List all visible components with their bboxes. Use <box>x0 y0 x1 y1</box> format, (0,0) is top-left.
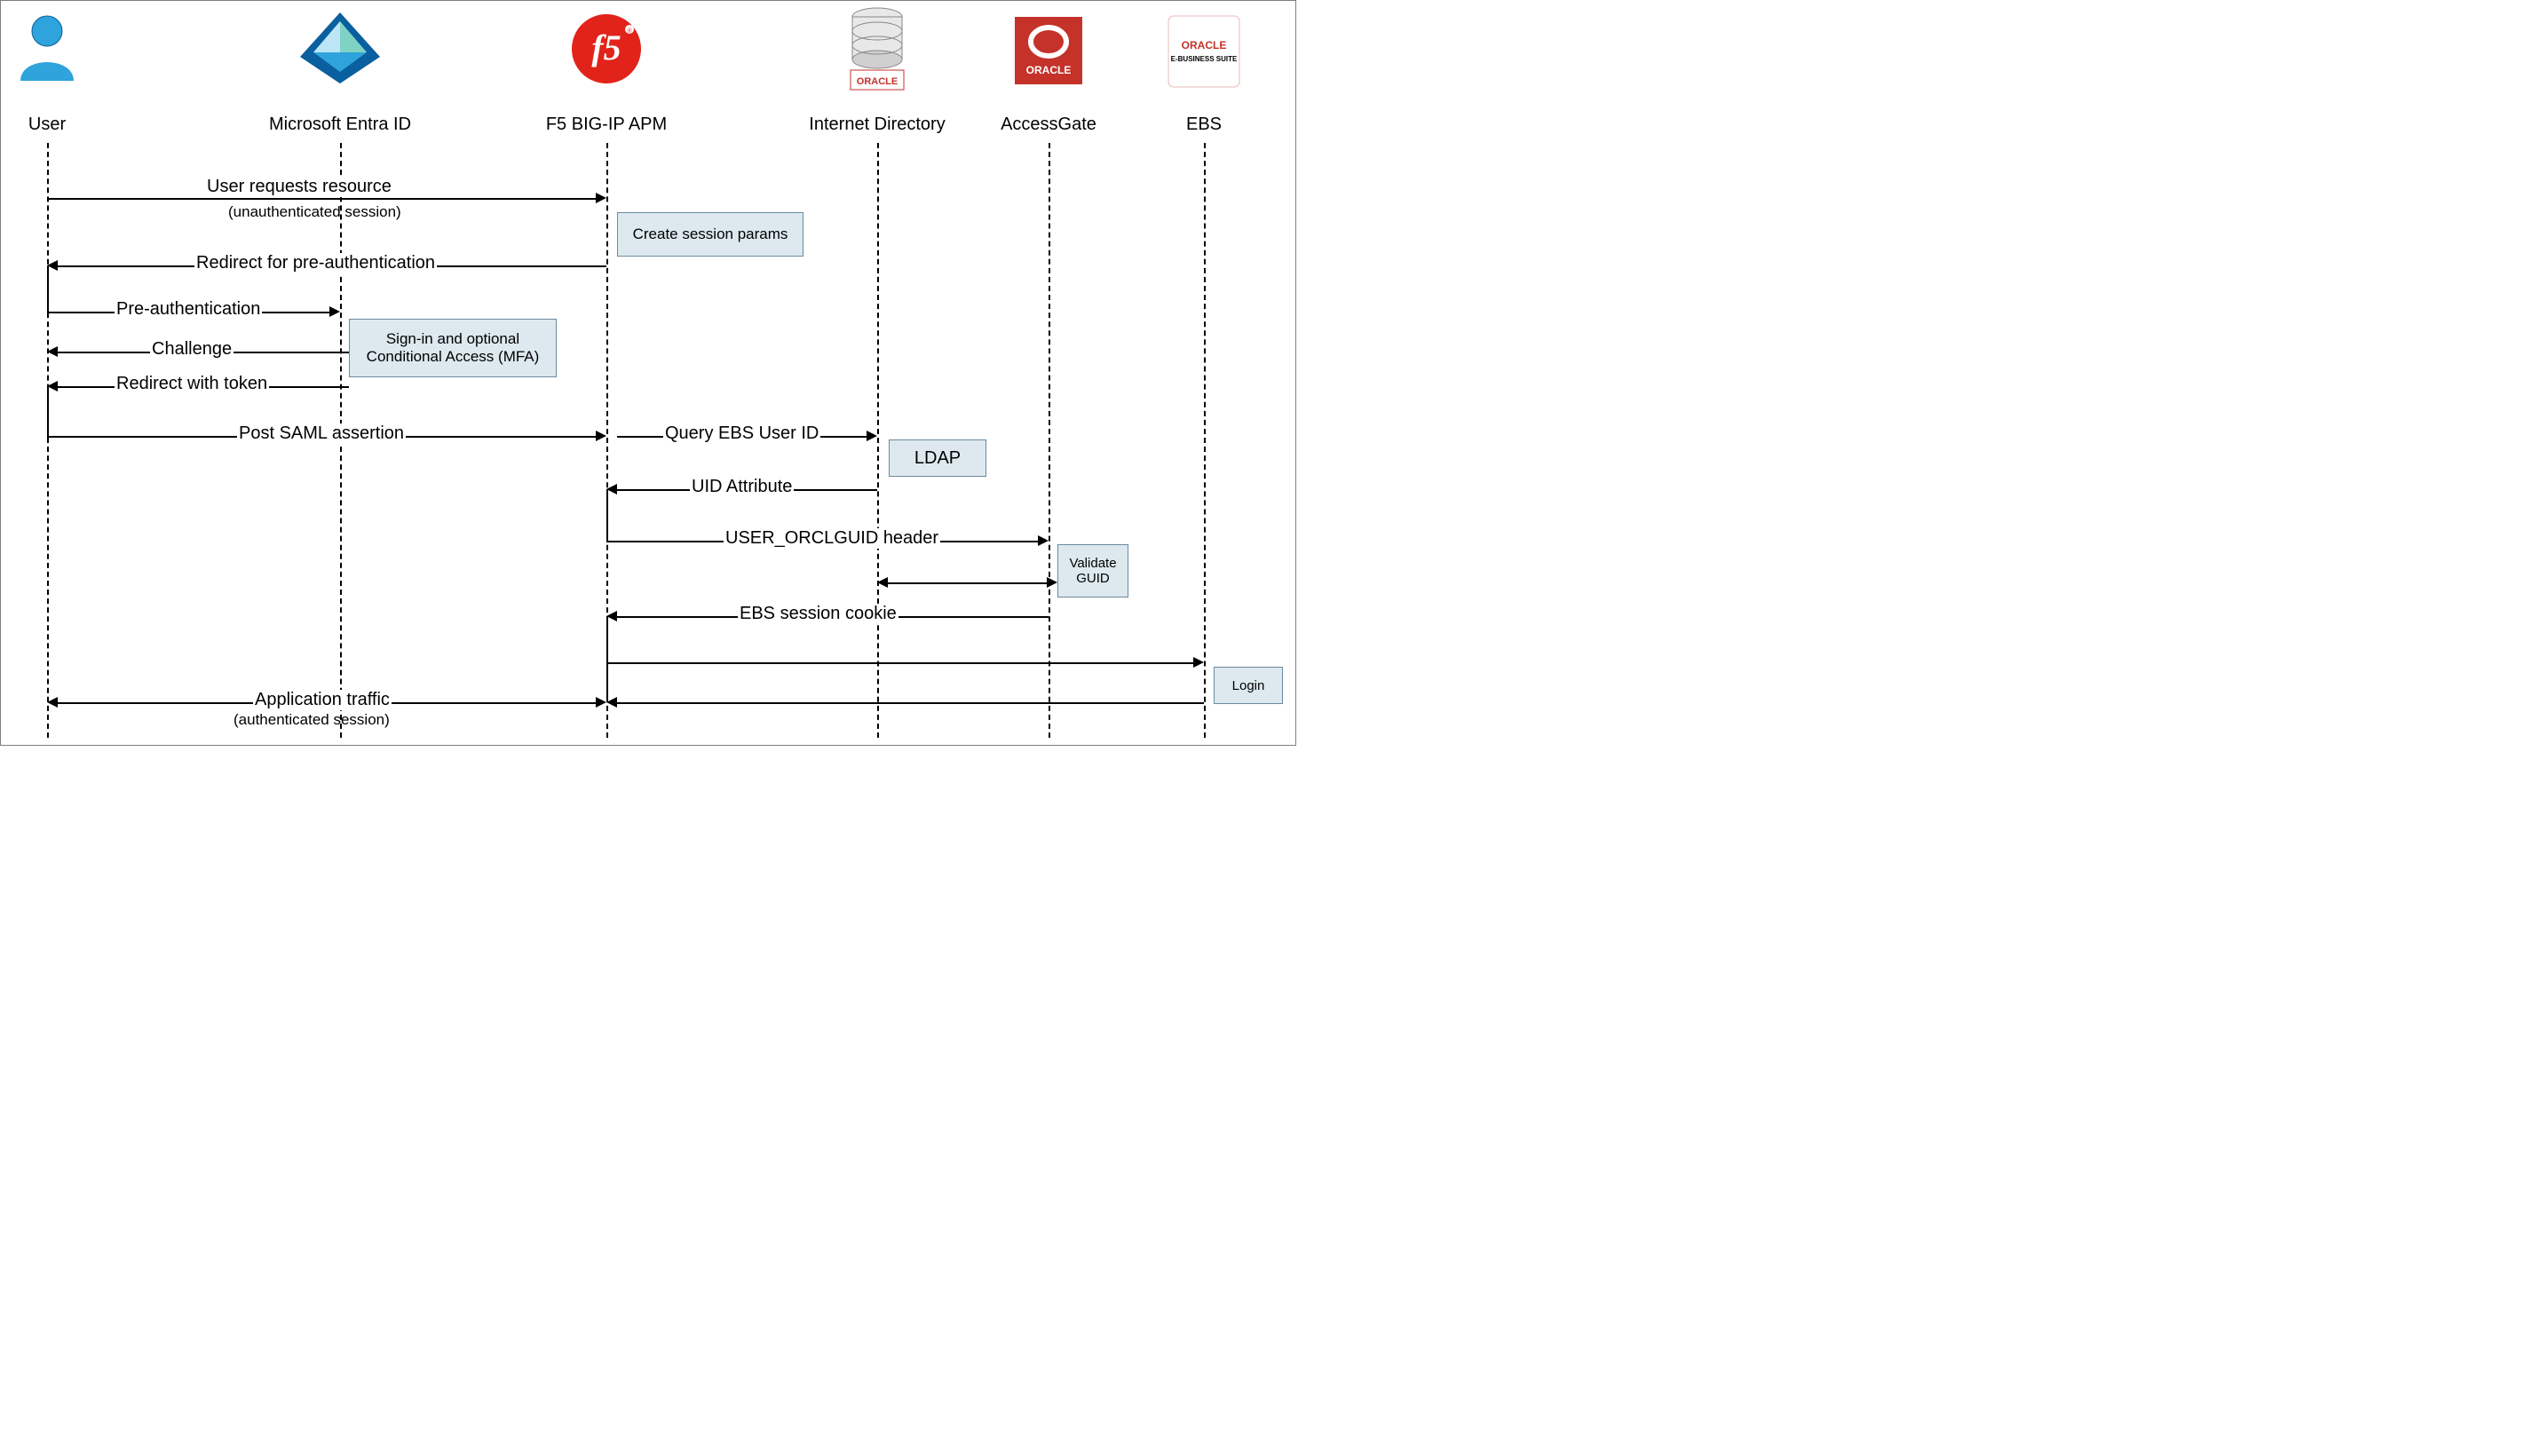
box-validate-guid: Validate GUID <box>1057 544 1128 597</box>
svg-text:ORACLE: ORACLE <box>1182 39 1227 51</box>
arrowhead-right-icon <box>329 306 340 317</box>
svg-text:®: ® <box>627 28 632 35</box>
svg-text:E-BUSINESS SUITE: E-BUSINESS SUITE <box>1171 55 1238 63</box>
arrowhead-left-icon <box>47 346 58 357</box>
sequence-diagram-canvas: f5 ® ORACLE ORACLE ORACLE E-BUSINESS SUI <box>0 0 1296 746</box>
return-vline <box>606 616 608 662</box>
svg-text:ORACLE: ORACLE <box>857 76 898 87</box>
msg-label: Post SAML assertion <box>237 423 406 444</box>
arrowhead-left-icon <box>877 577 888 588</box>
lifeline-accessgate <box>1049 143 1050 738</box>
arrowhead-right-icon <box>1038 535 1049 546</box>
accessgate-icon: ORACLE <box>1013 15 1084 91</box>
arrowhead-right-icon <box>867 431 877 441</box>
msg-label: Query EBS User ID <box>663 423 820 444</box>
return-vline <box>606 489 608 541</box>
msg-label: UID Attribute <box>690 477 794 497</box>
msg-label: User requests resource <box>205 177 393 197</box>
msg-line <box>47 198 596 200</box>
msg-line <box>617 702 1204 704</box>
internet-directory-icon: ORACLE <box>837 6 917 99</box>
ebs-icon: ORACLE E-BUSINESS SUITE <box>1168 15 1240 92</box>
lifeline-ebs <box>1204 143 1206 738</box>
box-signin-mfa: Sign-in and optional Conditional Access … <box>349 319 557 377</box>
msg-label: USER_ORCLGUID header <box>724 528 940 549</box>
msg-sublabel: (authenticated session) <box>234 711 390 729</box>
arrowhead-left-icon <box>606 697 617 708</box>
msg-label: Application traffic <box>253 690 392 710</box>
arrowhead-right-icon <box>596 193 606 203</box>
msg-label: Redirect with token <box>115 374 269 394</box>
msg-label: EBS session cookie <box>738 604 898 624</box>
bi-arrow-line <box>888 582 1047 584</box>
box-ldap: LDAP <box>889 439 986 477</box>
arrowhead-left-icon <box>47 697 58 708</box>
arrowhead-right-icon <box>596 431 606 441</box>
actor-label-user: User <box>28 115 66 135</box>
msg-label: Challenge <box>150 339 234 360</box>
actor-label-accessgate: AccessGate <box>1001 115 1096 135</box>
arrowhead-right-icon <box>596 697 606 708</box>
user-icon <box>16 12 78 87</box>
msg-label: Redirect for pre-authentication <box>194 253 437 273</box>
return-vline <box>47 265 49 312</box>
lifeline-user <box>47 143 49 738</box>
actor-label-entra: Microsoft Entra ID <box>269 115 411 135</box>
f5-icon: f5 ® <box>567 10 645 92</box>
svg-text:ORACLE: ORACLE <box>1026 64 1072 76</box>
svg-text:f5: f5 <box>591 28 621 67</box>
entra-id-icon <box>296 8 384 92</box>
arrowhead-right-icon <box>1047 577 1057 588</box>
box-login: Login <box>1214 667 1283 704</box>
actor-label-f5: F5 BIG-IP APM <box>546 115 667 135</box>
return-vline <box>47 386 49 436</box>
arrowhead-right-icon <box>1193 657 1204 668</box>
msg-sublabel: (unauthenticated session) <box>228 203 401 221</box>
msg-line <box>606 662 1193 664</box>
box-create-session: Create session params <box>617 212 803 257</box>
msg-label: Pre-authentication <box>115 299 262 320</box>
actor-label-oid: Internet Directory <box>809 115 945 135</box>
actor-label-ebs: EBS <box>1186 115 1222 135</box>
lifeline-oid <box>877 143 879 738</box>
